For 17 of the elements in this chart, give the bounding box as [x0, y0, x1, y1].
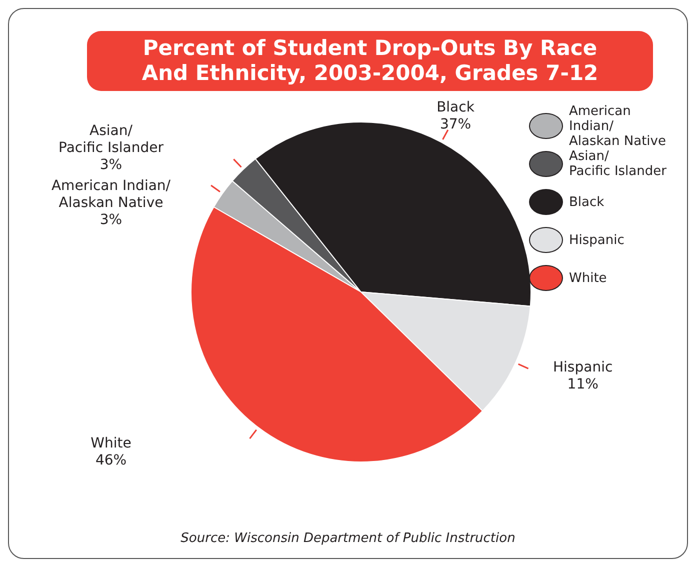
data-label: 3%	[100, 212, 122, 228]
slice-label: American Indian/Alaskan Native	[51, 178, 171, 212]
slice-label: Black	[436, 100, 476, 116]
legend-label: American Indian/Alaskan Native	[569, 104, 667, 148]
slice-label: Hispanic	[553, 359, 613, 376]
category-label: Asian/Pacific Islander	[58, 123, 164, 156]
data-label: 46%	[95, 452, 127, 468]
slice-label: White	[90, 435, 132, 452]
chart-title: Percent of Student Drop-Outs By Race And Ethnicity, 2003-2004, Grades 7-12	[87, 31, 653, 91]
data-label: 3%	[100, 157, 122, 174]
data-label: 37%	[440, 116, 472, 133]
legend-label: Hispanic	[569, 232, 624, 248]
data-label: 11%	[567, 376, 598, 392]
legend-label: Black	[569, 194, 604, 210]
legend-label: Asian/Pacific Islander	[569, 149, 666, 179]
source-note: Source: Wisconsin Department of Public Instruction	[180, 531, 516, 546]
legend-label: White	[569, 270, 607, 286]
